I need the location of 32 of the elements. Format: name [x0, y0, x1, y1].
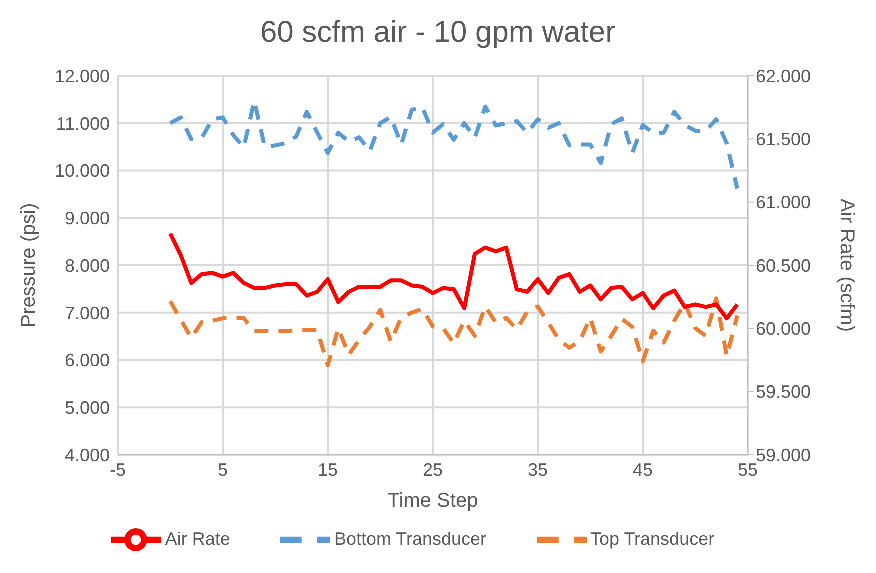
- x-tick-label: -5: [110, 460, 126, 480]
- y-tick-label: 6.000: [64, 350, 110, 371]
- y-tick-label: 11.000: [56, 114, 110, 134]
- y-axis-title: Pressure (psi): [18, 203, 40, 328]
- legend-label: Bottom Transducer: [334, 528, 487, 549]
- y2-tick-label: 62.000: [756, 66, 812, 86]
- y-tick-label: 9.000: [64, 208, 110, 229]
- x-tick-label: 25: [422, 460, 444, 480]
- y2-axis-title: Air Rate (scfm): [836, 198, 858, 332]
- legend-label: Top Transducer: [590, 528, 715, 549]
- y2-tick-label: 59.000: [756, 445, 812, 466]
- y-tick-label: 5.000: [64, 398, 110, 418]
- x-tick-label: 5: [218, 460, 228, 480]
- y-tick-label: 12.000: [54, 66, 110, 86]
- y2-tick-label: 59.500: [756, 382, 812, 402]
- x-axis-title: Time Step: [388, 490, 478, 512]
- x-tick-label: 45: [632, 460, 654, 480]
- x-tick-label: 55: [738, 460, 758, 480]
- y2-tick-label: 61.500: [756, 130, 812, 150]
- x-tick-label: 15: [318, 460, 338, 480]
- y-tick-label: 4.000: [64, 445, 110, 466]
- y-tick-label: 7.000: [64, 303, 110, 324]
- chart-title: 60 scfm air - 10 gpm water: [259, 15, 617, 51]
- y2-tick-label: 60.000: [756, 319, 812, 340]
- x-tick-label: 35: [528, 460, 548, 480]
- y-tick-label: 8.000: [64, 256, 110, 276]
- line-series: [168, 232, 740, 321]
- y2-tick-label: 61.000: [756, 192, 812, 213]
- y-tick-label: 10.000: [54, 161, 110, 182]
- y2-tick-label: 60.500: [756, 256, 812, 276]
- line-series: [168, 296, 740, 368]
- legend-label: Air Rate: [165, 528, 230, 549]
